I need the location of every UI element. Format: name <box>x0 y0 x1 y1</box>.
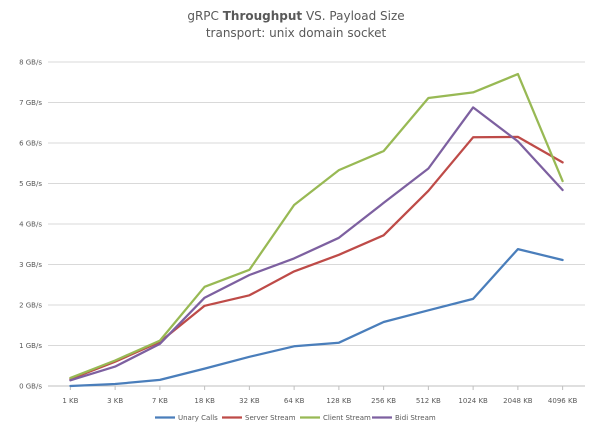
y-tick-label: 0 GB/s <box>19 383 42 391</box>
y-tick-label: 1 GB/s <box>19 342 42 350</box>
series-lines <box>69 72 564 388</box>
series-line-client-stream <box>69 72 564 380</box>
legend: Unary Calls Server Stream Client Stream Bid… <box>155 414 436 422</box>
legend-label-unary-calls: Unary Calls <box>178 414 218 422</box>
x-tick-label: 4096 KB <box>548 397 578 405</box>
y-tick-label: 5 GB/s <box>19 180 42 188</box>
y-tick-label: 7 GB/s <box>19 99 42 107</box>
x-tick-label: 18 KB <box>194 397 215 405</box>
x-axis-ticks: 1 KB 3 KB 7 KB 18 KB 32 KB 64 KB 128 KB 256 KB 5… <box>62 386 578 405</box>
legend-label-client-stream: Client Stream <box>323 414 371 422</box>
series-line-bidi-stream <box>69 106 564 382</box>
x-tick-label: 2048 KB <box>503 397 533 405</box>
legend-label-bidi-stream: Bidi Stream <box>395 414 436 422</box>
x-tick-label: 1024 KB <box>458 397 488 405</box>
legend-label-server-stream: Server Stream <box>245 414 296 422</box>
y-tick-label: 4 GB/s <box>19 221 42 229</box>
series-line-unary-calls <box>69 247 564 388</box>
x-tick-label: 3 KB <box>107 397 123 405</box>
x-tick-label: 512 KB <box>416 397 441 405</box>
series-line-server-stream <box>69 135 564 381</box>
x-tick-label: 32 KB <box>239 397 260 405</box>
chart-title: gRPC Throughput VS. Payload Size <box>187 9 404 23</box>
y-tick-label: 3 GB/s <box>19 261 42 269</box>
y-tick-label: 2 GB/s <box>19 302 42 310</box>
x-tick-label: 1 KB <box>62 397 78 405</box>
y-axis-ticks: 0 GB/s 1 GB/s 2 GB/s 3 GB/s 4 GB/s 5 GB/s 6 GB… <box>19 59 42 391</box>
gridlines <box>48 61 585 387</box>
x-tick-label: 256 KB <box>371 397 396 405</box>
x-tick-label: 64 KB <box>284 397 305 405</box>
x-tick-label: 128 KB <box>326 397 351 405</box>
chart-subtitle: transport: unix domain socket <box>206 26 387 40</box>
x-tick-label: 7 KB <box>152 397 168 405</box>
y-tick-label: 6 GB/s <box>19 140 42 148</box>
y-tick-label: 8 GB/s <box>19 59 42 67</box>
